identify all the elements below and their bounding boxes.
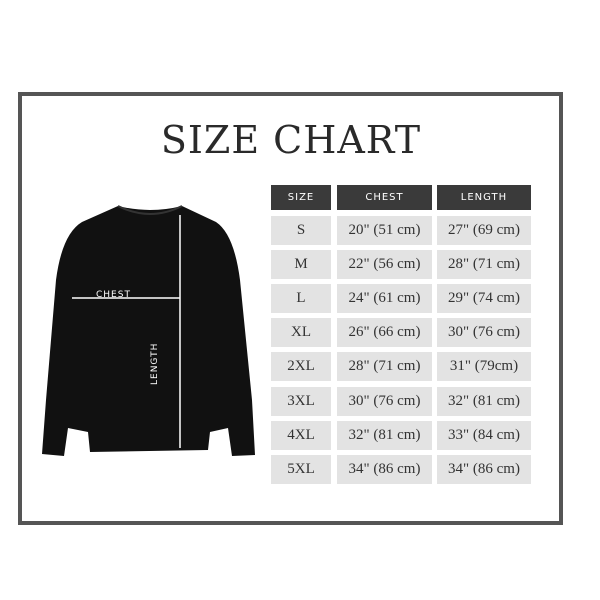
cell-length: 29" (74 cm): [437, 284, 531, 314]
cell-chest: 26" (66 cm): [337, 318, 432, 348]
cell-size: 4XL: [271, 420, 331, 450]
cell-size: 3XL: [271, 386, 331, 416]
cell-length: 30" (76 cm): [437, 318, 531, 348]
length-label: LENGTH: [150, 342, 160, 385]
sweatshirt-shape: [42, 206, 255, 456]
header-size: SIZE: [271, 185, 331, 210]
cell-chest: 34" (86 cm): [337, 454, 432, 484]
cell-chest: 24" (61 cm): [337, 284, 432, 314]
cell-size: 2XL: [271, 352, 331, 382]
cell-length: 27" (69 cm): [437, 216, 531, 245]
cell-size: L: [271, 284, 331, 314]
cell-size: S: [271, 216, 331, 245]
cell-length: 32" (81 cm): [437, 386, 531, 416]
cell-length: 31" (79cm): [437, 352, 531, 382]
sweatshirt-diagram: [42, 205, 255, 456]
header-chest: CHEST: [337, 185, 432, 210]
cell-length: 34" (86 cm): [437, 454, 531, 484]
cell-chest: 30" (76 cm): [337, 386, 432, 416]
cell-chest: 32" (81 cm): [337, 420, 432, 450]
cell-length: 28" (71 cm): [437, 250, 531, 280]
cell-size: XL: [271, 318, 331, 348]
cell-size: M: [271, 250, 331, 280]
page-title: SIZE CHART: [160, 118, 422, 162]
cell-length: 33" (84 cm): [437, 420, 531, 450]
cell-chest: 28" (71 cm): [337, 352, 432, 382]
cell-size: 5XL: [271, 454, 331, 484]
chest-label: CHEST: [96, 290, 131, 300]
header-length: LENGTH: [437, 185, 531, 210]
collar: [117, 205, 183, 215]
cell-chest: 22" (56 cm): [337, 250, 432, 280]
cell-chest: 20" (51 cm): [337, 216, 432, 245]
